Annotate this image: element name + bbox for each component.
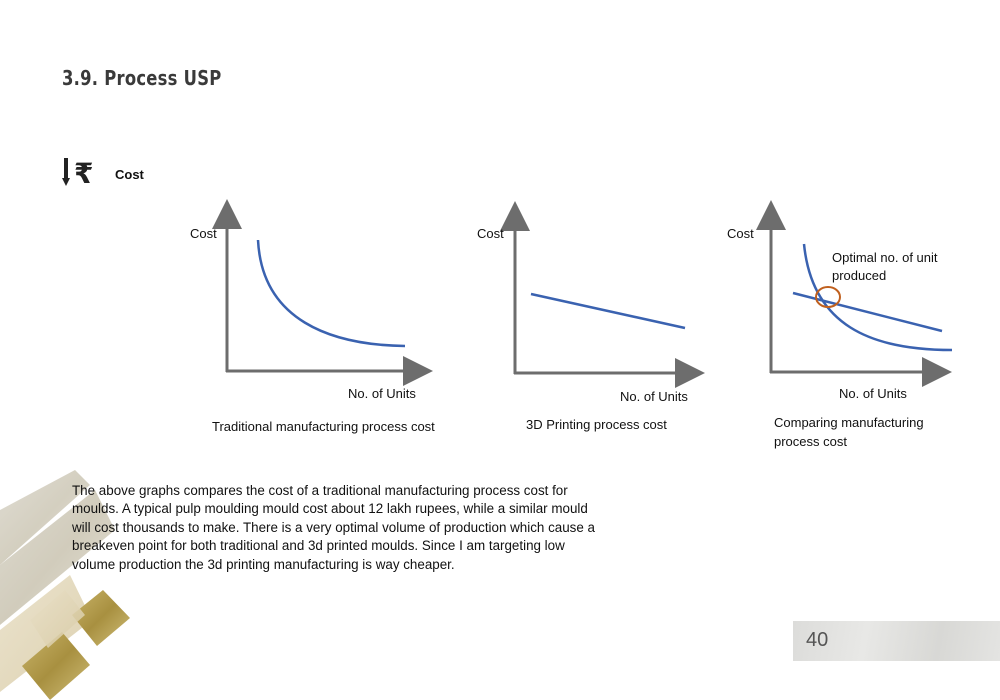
page-number-panel: [793, 621, 1000, 661]
chart3-caption-line1: Comparing manufacturing: [774, 415, 924, 430]
rupee-down-icon: ₹: [62, 157, 93, 190]
chart2-y-label: Cost: [477, 226, 504, 241]
body-line: will cost thousands to make. There is a …: [72, 519, 595, 535]
section-title: 3.9. Process USP: [62, 66, 222, 90]
body-paragraph: The above graphs compares the cost of a …: [72, 482, 642, 574]
chart1-cost-curve: [256, 239, 406, 348]
cost-label: Cost: [115, 167, 144, 182]
chart1-caption: Traditional manufacturing process cost: [212, 419, 435, 434]
chart3-annotation-line1: Optimal no. of unit: [832, 250, 938, 265]
body-line: moulds. A typical pulp moulding mould co…: [72, 501, 588, 517]
body-line: volume production the 3d printing manufa…: [72, 556, 455, 572]
chart3-x-label: No. of Units: [839, 386, 907, 401]
chart2-cost-line: [530, 292, 686, 330]
chart3-annotation-line2: produced: [832, 268, 886, 283]
decorative-stone-pattern: [0, 470, 130, 700]
page-number: 40: [806, 629, 829, 651]
chart3-caption-line2: process cost: [774, 434, 847, 449]
chart3-3dprint-line: [792, 291, 943, 333]
chart3-breakeven-marker: [815, 286, 841, 308]
chart2-caption: 3D Printing process cost: [526, 417, 667, 432]
chart3-caption: Comparing manufacturing process cost: [774, 413, 924, 451]
chart1-y-label: Cost: [190, 226, 217, 241]
body-line: breakeven point for both traditional and…: [72, 538, 565, 554]
svg-text:₹: ₹: [74, 157, 93, 190]
chart1-x-label: No. of Units: [348, 386, 416, 401]
chart2-x-label: No. of Units: [620, 389, 688, 404]
body-line: The above graphs compares the cost of a …: [72, 483, 568, 498]
chart3-y-label: Cost: [727, 226, 754, 241]
chart3-traditional-curve: [802, 243, 953, 352]
